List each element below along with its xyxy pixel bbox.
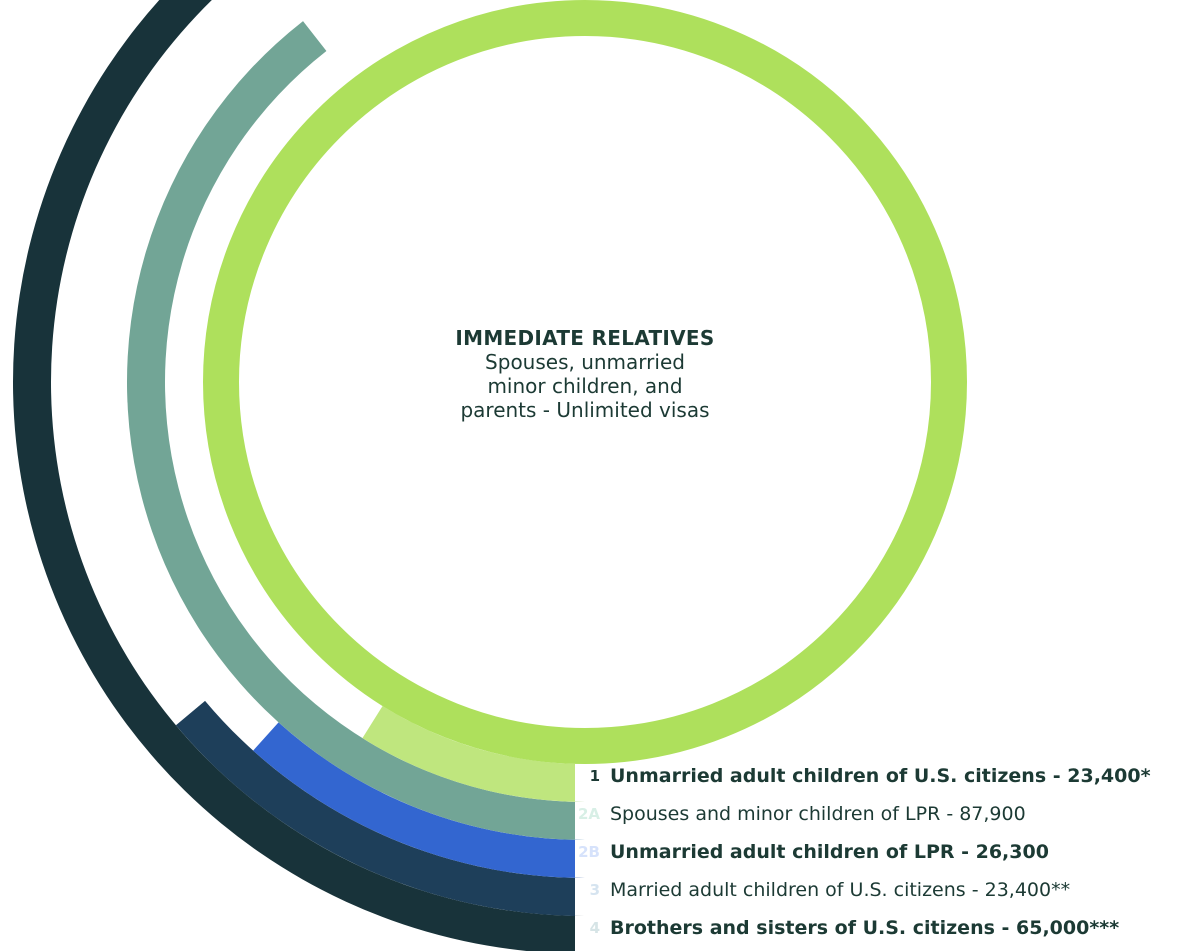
legend-label-4: Brothers and sisters of U.S. citizens - …: [610, 917, 1120, 939]
band-3: [175, 700, 586, 916]
legend-label-2b: Unmarried adult children of LPR - 26,300: [610, 841, 1049, 863]
band-code-4: 4: [589, 919, 600, 937]
legend-label-1: Unmarried adult children of U.S. citizen…: [610, 765, 1151, 787]
center-label: IMMEDIATE RELATIVES Spouses, unmarried m…: [400, 326, 770, 422]
legend-label-2a: Spouses and minor children of LPR - 87,9…: [610, 803, 1026, 825]
band-code-1: 1: [589, 767, 600, 785]
band-code-2a: 2A: [577, 805, 600, 823]
center-desc-line-3: parents - Unlimited visas: [460, 398, 710, 422]
band-code-2b: 2B: [578, 843, 600, 861]
band-2b: [253, 722, 586, 878]
band-code-3: 3: [589, 881, 600, 899]
center-desc-line-2: minor children, and: [487, 374, 683, 398]
legend-label-3: Married adult children of U.S. citizens …: [610, 879, 1071, 901]
band-1: [362, 705, 585, 802]
center-title: IMMEDIATE RELATIVES: [455, 326, 715, 350]
center-desc-line-1: Spouses, unmarried: [485, 350, 685, 374]
band-4: [13, 0, 585, 951]
immediate-relatives-ring: [203, 0, 967, 764]
band-2a: [127, 21, 585, 841]
